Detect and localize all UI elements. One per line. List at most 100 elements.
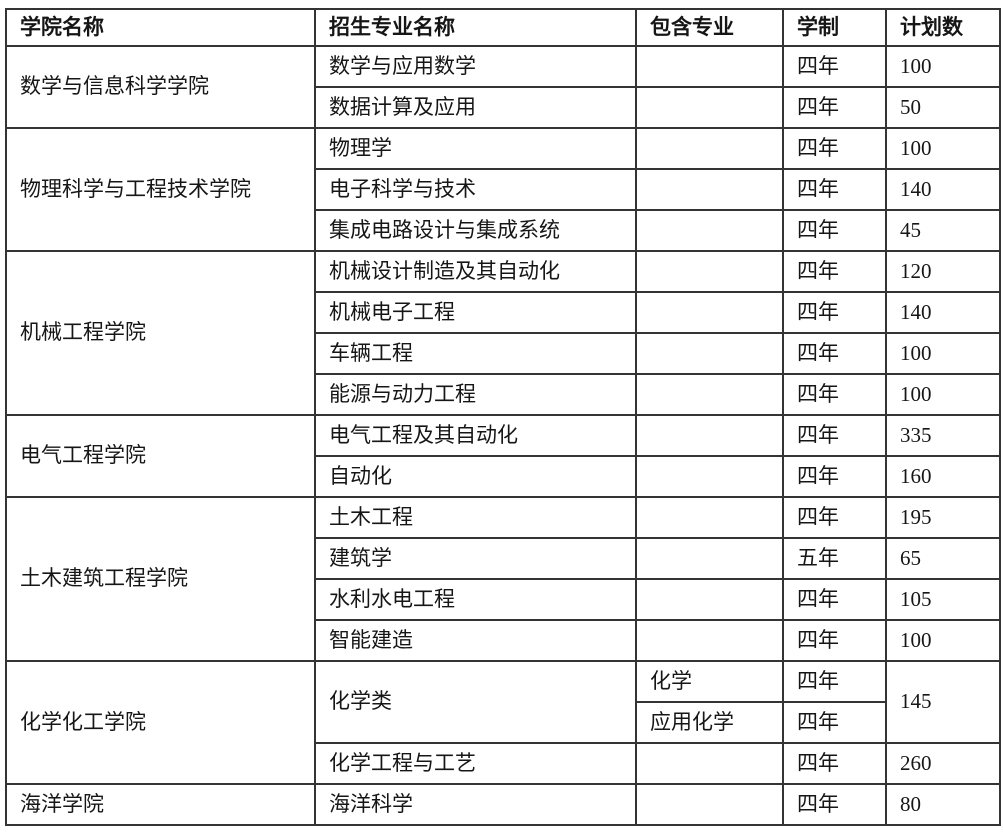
college-cell: 电气工程学院 [5,414,316,498]
plan-cell: 100 [885,332,1001,375]
major-cell: 数学与应用数学 [314,45,637,88]
duration-cell: 四年 [782,742,887,785]
major-cell: 机械设计制造及其自动化 [314,250,637,293]
plan-cell: 45 [885,209,1001,252]
duration-cell: 四年 [782,414,887,457]
duration-cell: 五年 [782,537,887,580]
header-included: 包含专业 [635,8,784,47]
college-cell: 数学与信息科学学院 [5,45,316,129]
duration-cell: 四年 [782,660,887,703]
college-cell: 海洋学院 [5,783,316,826]
table-row: 能源与动力工程 四年 100 [6,373,1001,416]
included-cell [635,455,784,498]
header-plan: 计划数 [885,8,1001,47]
table-row: 车辆工程 四年 100 [6,332,1001,375]
duration-cell: 四年 [782,209,887,252]
table-row: 土木建筑工程学院 土木工程 四年 195 [5,496,1001,662]
major-cell: 建筑学 [314,537,637,580]
plan-cell: 65 [885,537,1001,580]
duration-cell: 四年 [782,86,887,129]
college-cell: 化学化工学院 [5,660,316,785]
duration-cell: 四年 [782,373,887,416]
duration-cell: 四年 [782,127,887,170]
included-cell [635,291,784,334]
included-cell [635,86,784,129]
table-row: 智能建造 四年 100 [6,619,1001,662]
header-college: 学院名称 [5,8,316,47]
table-row: 应用化学 四年 [6,701,1000,744]
table-row: 水利水电工程 四年 105 [6,578,1001,621]
table-row: 自动化 四年 160 [6,455,1001,498]
duration-cell: 四年 [782,250,887,293]
major-cell: 电子科学与技术 [314,168,637,211]
table-row: 数据计算及应用 四年 50 [6,86,1001,129]
plan-cell: 50 [885,86,1001,129]
table-row: 机械工程学院 机械设计制造及其自动化 四年 120 [5,250,1001,416]
major-cell: 电气工程及其自动化 [314,414,637,457]
major-cell: 土木工程 [314,496,637,539]
plan-cell: 140 [885,291,1001,334]
plan-cell: 105 [885,578,1001,621]
admission-plan-table: 学院名称 招生专业名称 包含专业 学制 计划数 数学与信息科学学院 数学与应用数… [5,8,1001,826]
included-cell: 化学 [635,660,784,703]
duration-cell: 四年 [782,168,887,211]
table-row: 机械电子工程 四年 140 [6,291,1001,334]
table-row: 电子科学与技术 四年 140 [6,168,1001,211]
included-cell [635,537,784,580]
duration-cell: 四年 [782,496,887,539]
duration-cell: 四年 [782,45,887,88]
major-cell: 化学类 [314,660,637,744]
plan-cell: 160 [885,455,1001,498]
major-cell: 能源与动力工程 [314,373,637,416]
included-cell [635,168,784,211]
header-major: 招生专业名称 [314,8,637,47]
included-cell [635,209,784,252]
included-cell: 应用化学 [635,701,784,744]
major-cell: 数据计算及应用 [314,86,637,129]
college-cell: 物理科学与工程技术学院 [5,127,316,252]
plan-cell: 100 [885,127,1001,170]
included-cell [635,332,784,375]
table-row: 集成电路设计与集成系统 四年 45 [6,209,1001,252]
major-cell: 机械电子工程 [314,291,637,334]
college-cell: 土木建筑工程学院 [5,496,316,662]
included-cell [635,742,784,785]
table-row: 海洋学院 海洋科学 四年 80 [5,783,1001,826]
major-cell: 集成电路设计与集成系统 [314,209,637,252]
table-row: 物理科学与工程技术学院 物理学 四年 100 [5,127,1001,252]
table-row: 化学工程与工艺 四年 260 [6,742,1001,785]
plan-cell: 100 [885,619,1001,662]
duration-cell: 四年 [782,578,887,621]
major-cell: 水利水电工程 [314,578,637,621]
duration-cell: 四年 [782,619,887,662]
major-cell: 化学工程与工艺 [314,742,637,785]
plan-cell: 100 [885,45,1001,88]
plan-cell: 145 [885,660,1001,744]
plan-cell: 80 [885,783,1001,826]
included-cell [635,619,784,662]
duration-cell: 四年 [782,701,887,744]
included-cell [635,496,784,539]
table-row: 建筑学 五年 65 [6,537,1001,580]
major-cell: 海洋科学 [314,783,637,826]
duration-cell: 四年 [782,783,887,826]
plan-cell: 140 [885,168,1001,211]
included-cell [635,578,784,621]
college-cell: 机械工程学院 [5,250,316,416]
included-cell [635,45,784,88]
included-cell [635,414,784,457]
duration-cell: 四年 [782,332,887,375]
table-row: 电气工程学院 电气工程及其自动化 四年 335 [5,414,1001,498]
duration-cell: 四年 [782,291,887,334]
major-cell: 车辆工程 [314,332,637,375]
major-cell: 自动化 [314,455,637,498]
plan-cell: 120 [885,250,1001,293]
plan-cell: 100 [885,373,1001,416]
plan-cell: 195 [885,496,1001,539]
table-row: 化学化工学院 化学类 化学 四年 145 [5,660,1001,785]
header-row: 学院名称 招生专业名称 包含专业 学制 计划数 [5,8,1001,47]
plan-cell: 260 [885,742,1001,785]
header-duration: 学制 [782,8,887,47]
included-cell [635,250,784,293]
